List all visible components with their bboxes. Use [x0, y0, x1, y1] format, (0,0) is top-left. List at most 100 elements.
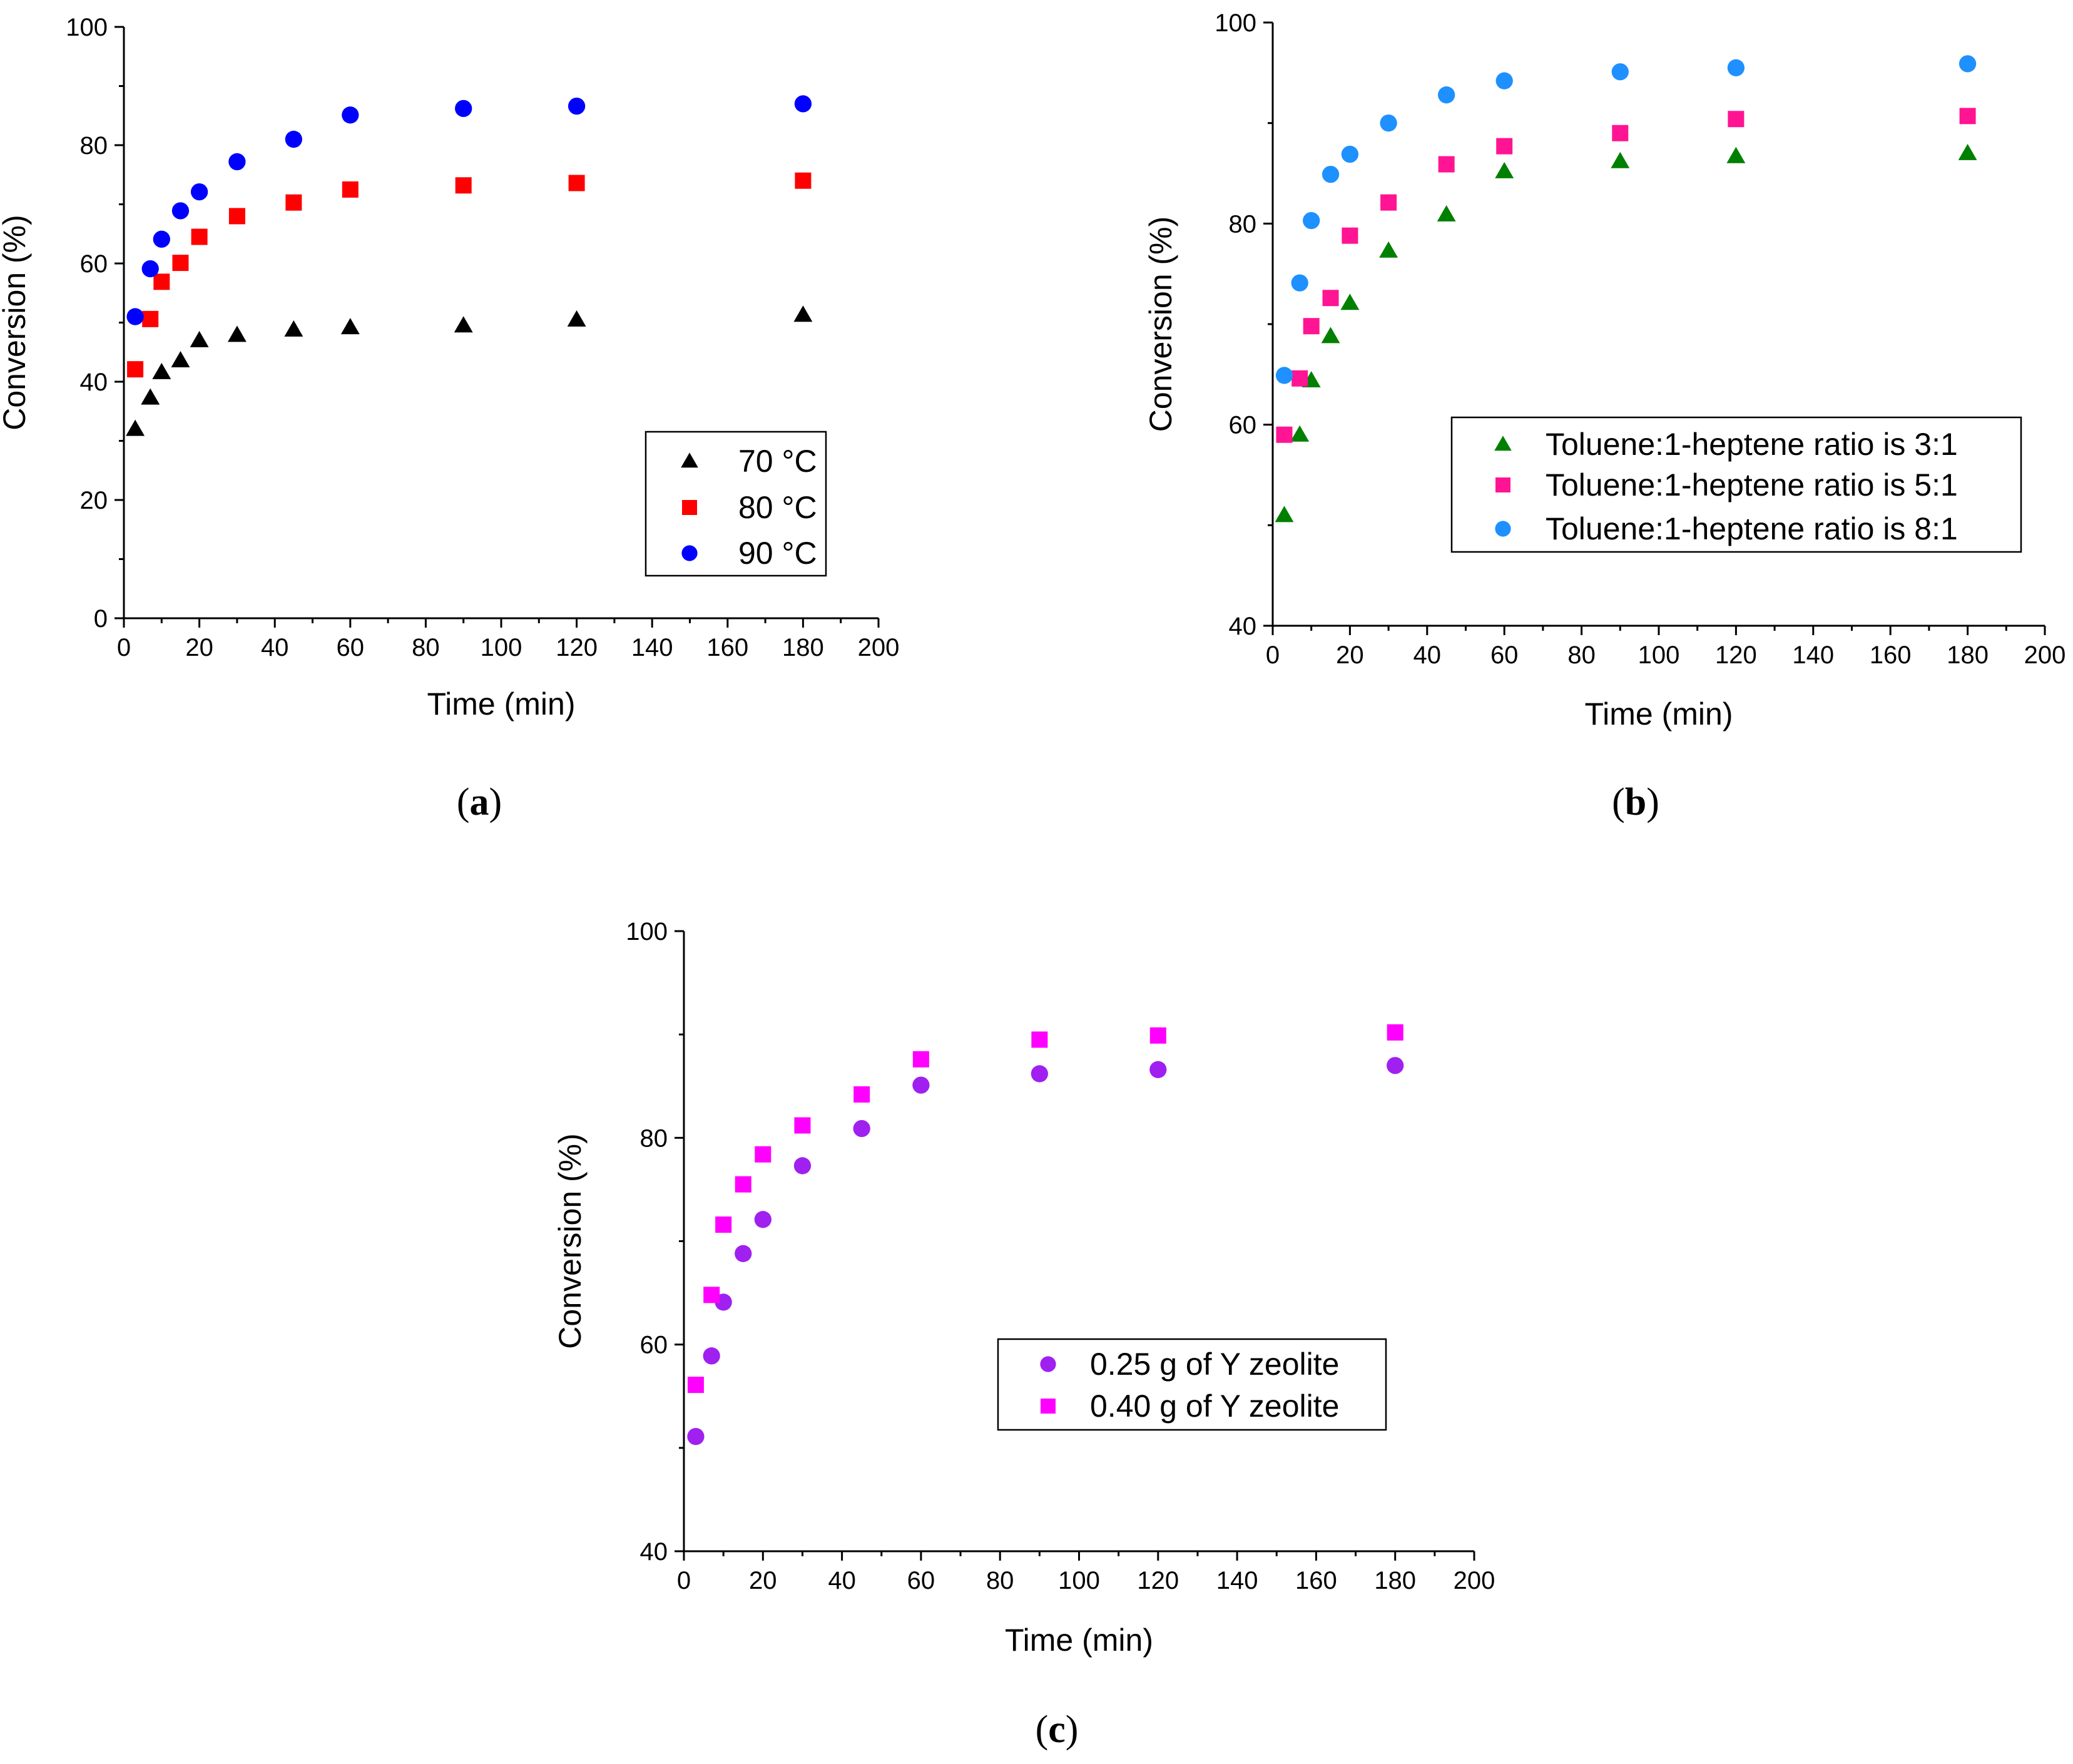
data-point — [1611, 151, 1630, 168]
data-point — [703, 1287, 720, 1303]
x-tick-label: 0 — [117, 634, 131, 661]
data-point — [1958, 143, 1977, 160]
data-point — [1438, 86, 1455, 104]
x-axis-title: Time (min) — [427, 686, 575, 721]
y-tick-label: 60 — [1229, 412, 1257, 439]
data-point — [285, 194, 302, 211]
panel-c: 0 20 40 60 80 100 120 140 160 180 200 40 60 80 100 Time… — [553, 918, 1495, 1751]
data-point — [171, 202, 190, 220]
data-point — [1303, 318, 1320, 335]
legend-label: 80 °C — [738, 490, 817, 525]
y-tick-label: 0 — [94, 605, 108, 633]
data-point — [190, 330, 209, 347]
x-tick-label: 100 — [1058, 1567, 1100, 1594]
y-tick-label: 60 — [640, 1332, 668, 1359]
y-tick-label: 40 — [80, 369, 108, 396]
data-point — [227, 325, 247, 342]
x-tick-label: 40 — [1413, 641, 1442, 669]
legend-box — [1450, 416, 2022, 553]
y-axis-title: Conversion (%) — [1143, 217, 1178, 432]
x-tick-label: 160 — [706, 634, 748, 661]
series-a-1 — [127, 172, 812, 378]
data-point — [1275, 506, 1294, 523]
legend-label: Toluene:1-heptene ratio is 8:1 — [1546, 511, 1958, 546]
data-point — [1291, 370, 1308, 387]
x-tick-label: 0 — [1266, 641, 1280, 669]
y-tick-label: 100 — [1215, 9, 1256, 37]
data-point — [1340, 293, 1360, 310]
panel-label: (b) — [1612, 781, 1659, 823]
panel-label-close: ) — [1066, 1708, 1079, 1751]
data-point — [1495, 161, 1514, 178]
y-axis-title: Conversion (%) — [553, 1133, 588, 1349]
y-tick-label: 60 — [80, 250, 108, 278]
data-point — [912, 1076, 930, 1094]
x-tick-label: 0 — [677, 1567, 691, 1594]
x-tick-label: 80 — [412, 634, 440, 661]
panel-label-open: ( — [457, 781, 470, 823]
legend-marker — [681, 545, 698, 561]
series-b-2 — [1275, 55, 1977, 384]
legend: Toluene:1-heptene ratio is 3:1 Toluene:1-… — [1450, 416, 2022, 553]
data-point — [141, 260, 159, 278]
data-point — [755, 1146, 772, 1163]
legend-box — [644, 431, 827, 577]
data-point — [1341, 145, 1359, 163]
data-point — [687, 1428, 705, 1445]
panel-label-open: ( — [1036, 1708, 1049, 1751]
series-c-1 — [687, 1024, 1403, 1394]
data-point — [853, 1086, 870, 1103]
panel-label-close: ) — [489, 781, 502, 823]
data-point — [340, 318, 360, 335]
x-tick-label: 60 — [337, 634, 365, 661]
data-point — [1380, 115, 1397, 132]
x-tick-label: 60 — [907, 1567, 935, 1594]
data-point — [127, 361, 144, 378]
data-point — [754, 1211, 772, 1228]
panel-label-open: ( — [1612, 781, 1625, 823]
data-point — [284, 320, 303, 337]
data-point — [153, 230, 170, 248]
x-tick-label: 20 — [1336, 641, 1364, 669]
y-axis-title: Conversion (%) — [0, 215, 32, 431]
y-tick-label: 40 — [1229, 613, 1257, 640]
data-point — [1149, 1027, 1166, 1044]
data-point — [1322, 290, 1339, 307]
data-point — [1387, 1057, 1404, 1074]
data-point — [142, 310, 159, 327]
x-tick-label: 140 — [1792, 641, 1834, 669]
data-point — [190, 183, 208, 201]
series-b-0 — [1275, 143, 1977, 523]
x-tick-label: 40 — [828, 1567, 856, 1594]
data-point — [1612, 125, 1629, 141]
data-point — [567, 310, 586, 327]
data-point — [1437, 205, 1456, 222]
panel-label-letter: b — [1625, 781, 1646, 823]
data-point — [715, 1216, 732, 1233]
x-tick-label: 100 — [1638, 641, 1680, 669]
panel-label-close: ) — [1646, 781, 1659, 823]
data-point — [568, 175, 585, 191]
x-tick-label: 180 — [1947, 641, 1989, 669]
data-point — [1728, 111, 1744, 128]
data-point — [1149, 1061, 1167, 1078]
data-point — [1727, 59, 1745, 76]
legend-marker — [681, 452, 698, 468]
legend-marker — [1041, 1399, 1056, 1414]
data-point — [1379, 241, 1398, 258]
legend-marker — [1495, 521, 1511, 537]
data-point — [1438, 156, 1455, 173]
legend-marker — [1494, 436, 1512, 451]
data-point — [1611, 63, 1629, 81]
panel-label-letter: a — [470, 781, 489, 823]
data-point — [853, 1119, 870, 1138]
x-tick-label: 200 — [2024, 641, 2066, 669]
data-point — [1342, 227, 1358, 244]
data-point — [1380, 194, 1397, 211]
data-point — [1031, 1065, 1048, 1083]
data-point — [1387, 1024, 1403, 1041]
data-point — [171, 351, 190, 368]
data-point — [703, 1347, 720, 1365]
x-tick-label: 200 — [858, 634, 900, 661]
x-tick-label: 180 — [1374, 1567, 1416, 1594]
